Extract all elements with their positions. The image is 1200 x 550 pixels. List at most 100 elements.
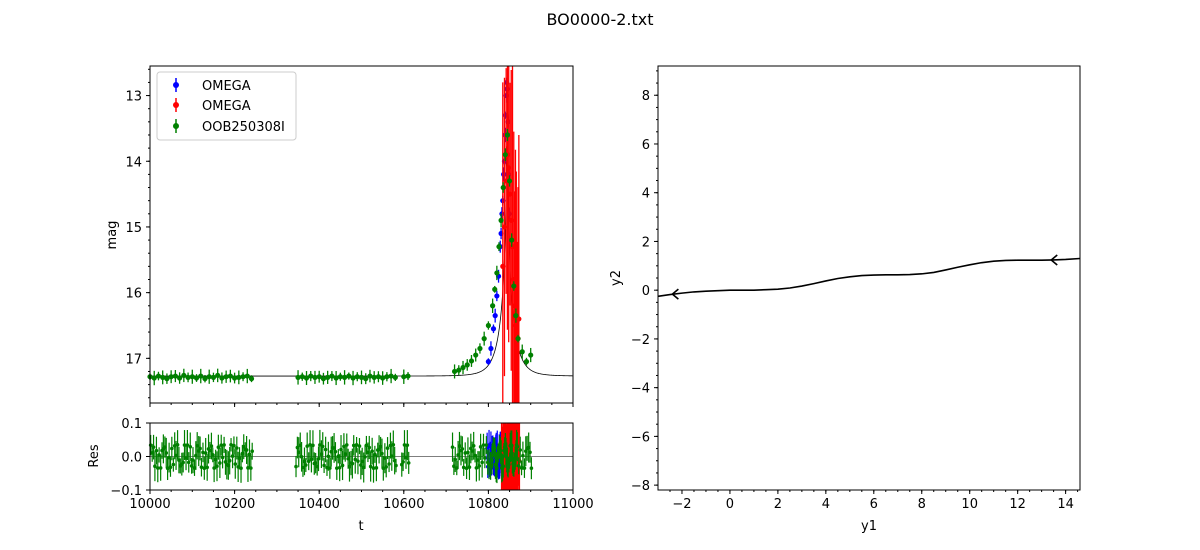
residual-point — [326, 454, 331, 459]
time-tick-label: 10200 — [214, 497, 255, 512]
residual-point — [165, 466, 170, 471]
residual-point — [466, 450, 470, 455]
trajectory-axes: −2 0 2 4 6 8 10 12 14 −8 −6 −4 −2 0 2 4 6 8 — [631, 70, 1079, 512]
data-point — [151, 375, 157, 381]
residual-point — [186, 460, 191, 465]
residual-point — [350, 461, 355, 466]
residual-point — [391, 442, 396, 447]
trajectory-data — [657, 254, 1081, 300]
residual-point — [518, 448, 523, 452]
legend-box — [156, 71, 297, 141]
residual-point — [244, 448, 249, 452]
residual-point — [490, 453, 495, 458]
data-point — [341, 374, 348, 380]
residual-point — [354, 443, 359, 447]
residual-point — [308, 443, 312, 447]
data-point — [219, 375, 225, 381]
data-point — [460, 364, 466, 371]
data-point — [488, 345, 494, 352]
legend-label-omega-blue: OMEGA — [202, 79, 251, 94]
residual-point — [405, 443, 410, 447]
residual-point — [241, 444, 246, 449]
residual-point — [305, 444, 309, 448]
data-point — [193, 375, 200, 381]
lightcurve-axes: 13 14 15 16 17 — [125, 68, 574, 407]
data-point — [405, 373, 411, 379]
residual-point — [322, 463, 326, 468]
residual-point — [509, 443, 514, 448]
residual-point — [154, 448, 159, 453]
data-point — [496, 244, 502, 250]
data-point — [198, 373, 204, 379]
residuals-frame — [149, 422, 574, 491]
series-green — [147, 128, 534, 386]
time-tick-label: 10000 — [129, 497, 170, 512]
residual-point — [219, 443, 224, 447]
data-point — [490, 326, 497, 332]
residual-point — [347, 464, 352, 469]
data-point — [375, 374, 382, 380]
y2-tick-label: −6 — [631, 430, 650, 445]
data-point — [371, 374, 377, 380]
mag-tick-label: 16 — [125, 287, 142, 302]
residual-point — [450, 445, 455, 449]
residual-point — [339, 447, 343, 452]
residual-point — [304, 463, 308, 467]
data-point — [392, 374, 398, 380]
residual-point — [374, 466, 379, 470]
data-point — [464, 362, 470, 368]
residual-point — [168, 465, 173, 470]
residual-point — [478, 445, 483, 449]
residual-point — [401, 460, 405, 464]
data-point — [210, 374, 217, 380]
data-point — [481, 336, 487, 342]
residual-point — [296, 450, 301, 455]
trajectory-frame — [657, 65, 1081, 491]
residual-point — [370, 449, 374, 453]
data-point — [358, 374, 365, 380]
residual-point — [381, 466, 386, 470]
data-point — [295, 374, 301, 380]
residual-point — [460, 447, 465, 451]
data-point — [485, 359, 491, 365]
data-point — [333, 375, 339, 381]
residual-point — [394, 463, 398, 468]
data-point — [515, 336, 521, 342]
residual-point — [218, 461, 222, 465]
data-point — [456, 367, 462, 373]
residual-point — [357, 444, 362, 448]
lightcurve-ylabel: mag — [105, 221, 120, 250]
residual-point — [363, 455, 367, 459]
data-point — [316, 374, 322, 380]
residuals-axes: −0.1 0.0 0.1 10000 10200 10400 10600 10800 11000 — [110, 417, 593, 512]
figure-title: BO0000-2.txt — [546, 10, 653, 29]
data-point — [177, 375, 183, 381]
residual-point — [157, 453, 161, 457]
residual-point — [387, 462, 391, 466]
data-point — [248, 376, 255, 382]
data-point — [354, 374, 360, 380]
residual-point — [318, 443, 322, 447]
residual-point — [323, 447, 328, 452]
residual-point — [384, 465, 389, 469]
lightcurve-panel: 13 14 15 16 17 mag OMEGA OMEGA OOB250308I — [105, 65, 574, 407]
residual-point — [209, 444, 214, 448]
residual-point — [522, 466, 527, 470]
residual-point — [385, 446, 390, 450]
trajectory-ylabel: y2 — [609, 270, 624, 286]
data-point — [494, 270, 500, 276]
data-point — [473, 352, 479, 358]
data-point — [160, 374, 166, 380]
y2-tick-label: 8 — [642, 89, 650, 104]
data-point — [490, 303, 496, 309]
data-point — [384, 374, 390, 380]
residual-point — [389, 454, 394, 458]
data-point — [232, 375, 238, 381]
residual-point — [328, 466, 332, 470]
residual-point — [521, 453, 525, 458]
y1-tick-label: 4 — [822, 497, 830, 512]
residuals-data — [148, 423, 573, 490]
data-point — [240, 374, 246, 380]
residual-point — [495, 466, 499, 471]
y2-tick-label: −4 — [631, 382, 650, 397]
